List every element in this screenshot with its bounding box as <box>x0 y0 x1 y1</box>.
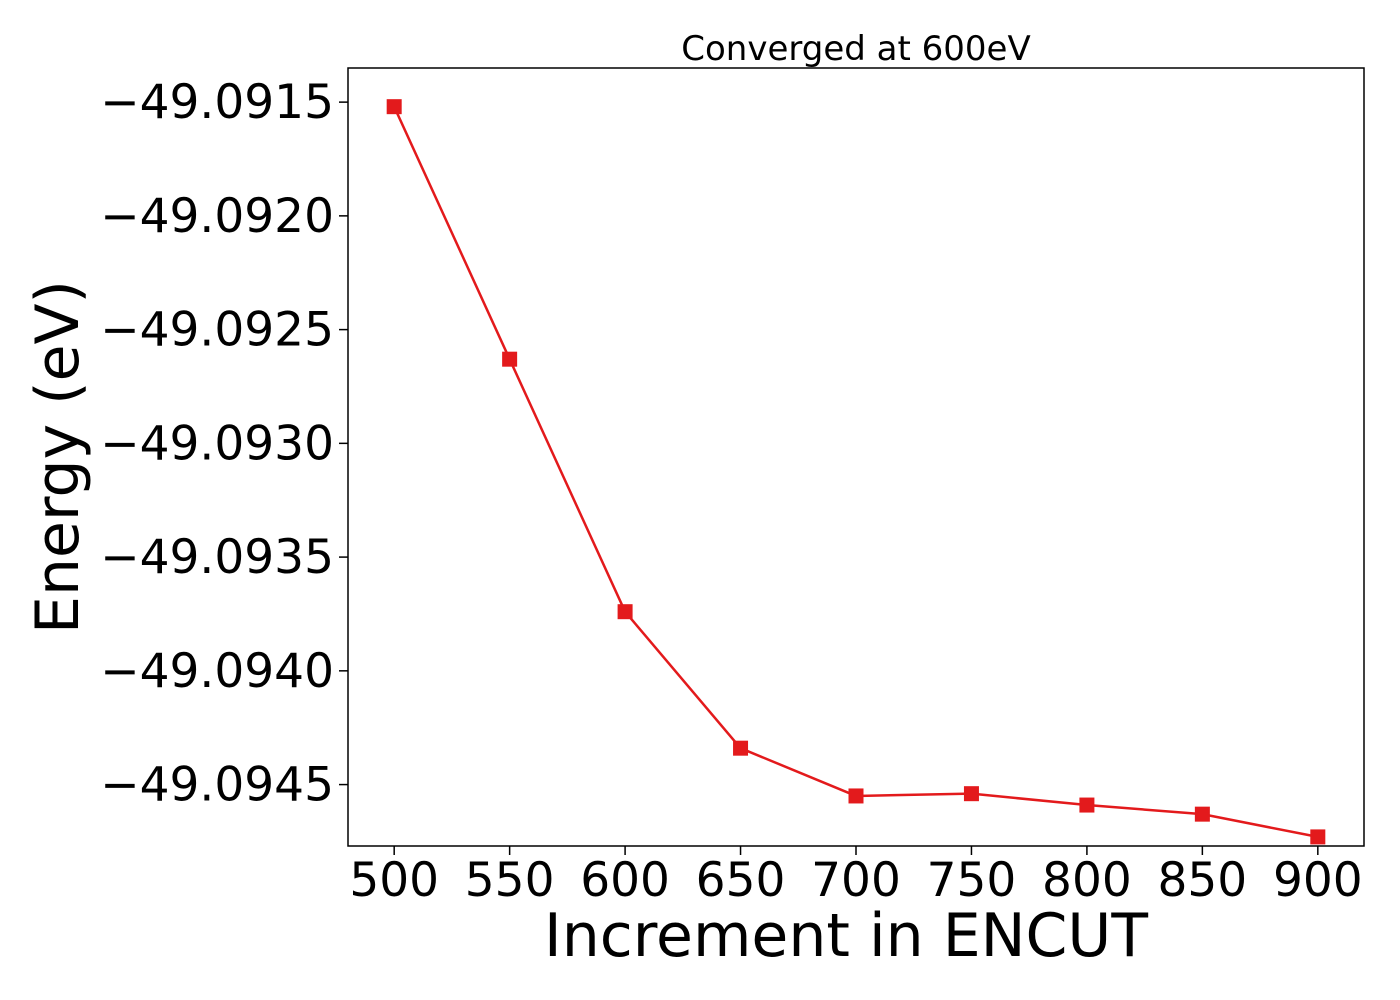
ticks-layer: 500 550 600 650 700 750 800 850 900 −49.0945 −49.0… <box>100 75 1362 908</box>
x-tick-label: 550 <box>465 853 555 908</box>
plot-frame <box>347 67 1365 847</box>
x-tick-label: 900 <box>1273 853 1363 908</box>
data-point-marker <box>617 604 633 620</box>
plot-background <box>348 68 1364 846</box>
x-tick-label: 650 <box>696 853 786 908</box>
series-layer <box>386 99 1326 845</box>
data-point-marker <box>386 99 402 115</box>
y-tick-label: −49.0930 <box>100 416 334 471</box>
data-point-marker <box>733 740 749 756</box>
x-tick-label: 700 <box>811 853 901 908</box>
y-tick-label: −49.0940 <box>100 644 334 699</box>
x-tick-label: 800 <box>1042 853 1132 908</box>
y-tick-label: −49.0945 <box>100 758 334 813</box>
y-tick-label: −49.0935 <box>100 530 334 585</box>
x-tick-label: 600 <box>580 853 670 908</box>
x-axis-label: Increment in ENCUT <box>544 901 1148 971</box>
x-tick-label: 500 <box>349 853 439 908</box>
x-tick-label: 750 <box>927 853 1017 908</box>
y-axis-label: Energy (eV) <box>23 280 93 634</box>
y-tick-label: −49.0915 <box>100 75 334 130</box>
data-point-marker <box>1079 797 1095 813</box>
data-point-marker <box>848 788 864 804</box>
chart-title: Converged at 600eV <box>681 29 1030 69</box>
data-point-marker <box>502 351 518 367</box>
x-tick-label: 850 <box>1158 853 1248 908</box>
y-tick-label: −49.0925 <box>100 303 334 358</box>
data-point-marker <box>963 786 979 802</box>
y-tick-label: −49.0920 <box>100 189 334 244</box>
data-point-marker <box>1310 829 1326 845</box>
data-point-marker <box>1194 806 1210 822</box>
